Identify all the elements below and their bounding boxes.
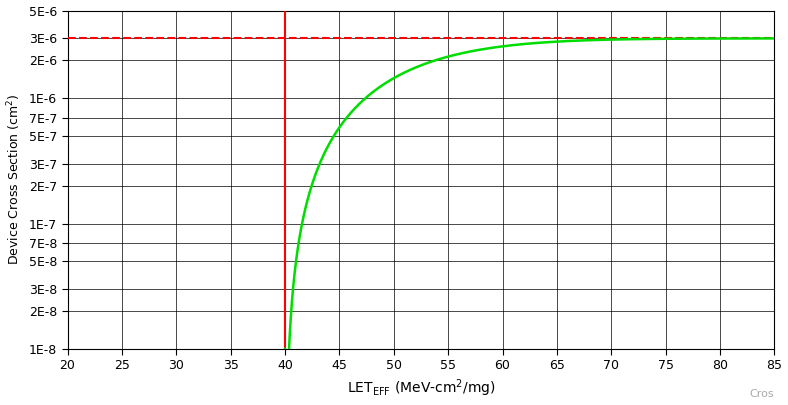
X-axis label: LET$_{\mathregular{EFF}}$ (MeV-cm$^2$/mg): LET$_{\mathregular{EFF}}$ (MeV-cm$^2$/mg…	[347, 378, 496, 399]
Text: Cros: Cros	[750, 390, 775, 399]
Y-axis label: Device Cross Section (cm$^2$): Device Cross Section (cm$^2$)	[6, 94, 23, 265]
